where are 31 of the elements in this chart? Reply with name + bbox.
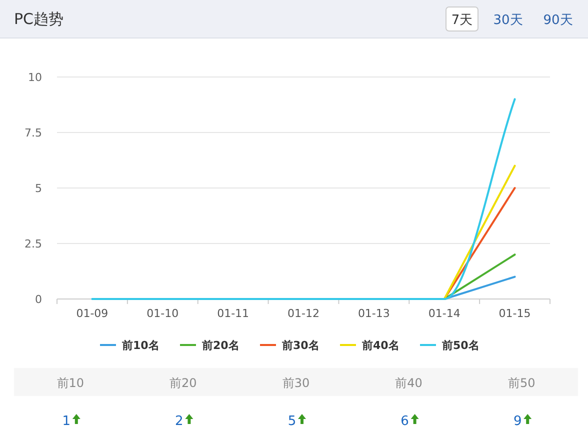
y-tick-label: 7.5 [24, 126, 42, 140]
y-tick-label: 5 [35, 182, 42, 195]
text: 前20 [170, 376, 197, 390]
legend-label: 前30名 [281, 339, 320, 352]
x-tick-label: 01-12 [288, 307, 320, 320]
text: 7天 [451, 13, 473, 28]
text: 2 [175, 414, 184, 429]
text: 9 [513, 414, 522, 429]
legend-label: 前40名 [361, 339, 400, 352]
x-tick-label: 01-10 [146, 307, 179, 320]
chart-title: PC趋势 [14, 10, 64, 28]
y-tick-label: 10 [28, 71, 42, 84]
x-tick-label: 01-13 [358, 307, 390, 320]
text: 前30 [282, 376, 310, 390]
x-tick-label: 01-11 [217, 307, 250, 320]
text: 前50 [508, 376, 536, 390]
legend-label: 前20名 [201, 339, 240, 352]
text: 5 [288, 414, 296, 429]
text: 90天 [543, 13, 573, 28]
text: 6 [400, 414, 409, 429]
x-tick-label: 01-15 [498, 307, 531, 320]
x-tick-label: 01-09 [76, 307, 108, 320]
text: 前40 [395, 376, 422, 390]
y-tick-label: 2.5 [24, 238, 42, 250]
text: 前10 [56, 376, 84, 390]
y-tick-label: 0 [35, 293, 42, 306]
legend-label: 前10名 [121, 339, 160, 352]
text: 1 [62, 414, 71, 429]
legend-label: 前50名 [441, 339, 480, 352]
x-tick-label: 01-14 [428, 307, 460, 320]
text: 30天 [493, 13, 523, 28]
